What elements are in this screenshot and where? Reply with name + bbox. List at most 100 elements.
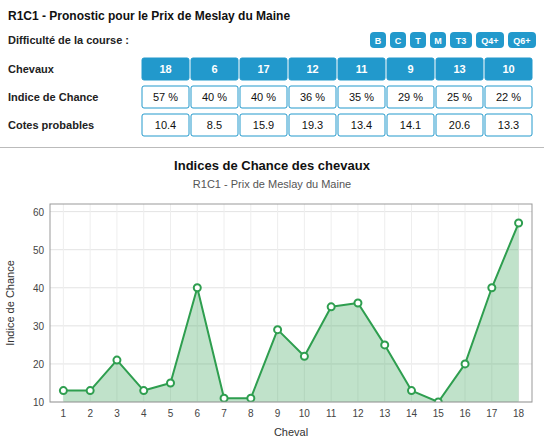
- badge-label: T3: [456, 36, 467, 46]
- background: [0, 0, 544, 448]
- point: [381, 341, 388, 348]
- cell-value: 6: [211, 63, 217, 75]
- y-tick-label: 20: [33, 359, 45, 370]
- table-cell: [289, 58, 336, 80]
- row-label: Indice de Chance: [8, 91, 98, 103]
- point: [167, 379, 174, 386]
- badge-label: M: [434, 36, 442, 46]
- badge: [508, 32, 536, 48]
- separator: [0, 147, 544, 148]
- grid-line: [250, 204, 251, 402]
- table-cell: [436, 58, 483, 80]
- cell-value: 17: [257, 63, 269, 75]
- x-tick-label: 17: [486, 408, 498, 419]
- x-tick-label: 8: [248, 408, 254, 419]
- cell-value: 29 %: [398, 91, 423, 103]
- badge: [430, 32, 446, 48]
- x-tick-label: 16: [459, 408, 471, 419]
- table-cell: [387, 58, 434, 80]
- cell-value: 40 %: [251, 91, 276, 103]
- cell-value: 8.5: [207, 119, 222, 131]
- chart-title: Indices de Chance des chevaux: [174, 158, 371, 173]
- cell-value: 11: [356, 63, 368, 75]
- point: [87, 387, 94, 394]
- table-cell: [142, 86, 189, 108]
- badge: [390, 32, 406, 48]
- cell-value: 14.1: [400, 119, 421, 131]
- grid-line: [50, 211, 532, 212]
- x-tick-label: 11: [326, 408, 337, 419]
- x-tick-label: 7: [221, 408, 227, 419]
- badge: [476, 32, 504, 48]
- table-cell: [387, 86, 434, 108]
- y-tick-label: 10: [33, 397, 45, 408]
- row-label: Cotes probables: [8, 119, 94, 131]
- cell-value: 13.4: [351, 119, 372, 131]
- line: [63, 223, 518, 402]
- table-cell: [142, 58, 189, 80]
- area-chart: Indices de Chance des chevaux R1C1 - Prix…: [4, 158, 532, 438]
- y-tick-label: 40: [33, 283, 45, 294]
- chart-subtitle: R1C1 - Prix de Meslay du Maine: [193, 178, 351, 190]
- y-tick-label: 30: [33, 321, 45, 332]
- grid-line: [50, 287, 532, 288]
- cell-value: 18: [159, 63, 171, 75]
- cell-value: 25 %: [447, 91, 472, 103]
- x-tick-label: 2: [87, 408, 93, 419]
- table-cell: [191, 58, 238, 80]
- badge-label: Q4+: [481, 36, 498, 46]
- x-tick-label: 15: [433, 408, 445, 419]
- x-tick-label: 1: [61, 408, 67, 419]
- grid-line: [50, 325, 532, 326]
- y-axis-label: Indice de Chance: [4, 260, 16, 346]
- point: [60, 387, 67, 394]
- table-cell: [289, 86, 336, 108]
- grid-line: [90, 204, 91, 402]
- table-cell: [485, 86, 532, 108]
- page: R1C1 - Pronostic pour le Prix de Meslay …: [0, 0, 544, 448]
- table-cell: [485, 58, 532, 80]
- grid-line: [438, 204, 439, 402]
- point: [140, 387, 147, 394]
- cell-value: 22 %: [496, 91, 521, 103]
- table-cell: [289, 114, 336, 136]
- x-axis-label: Cheval: [274, 426, 308, 438]
- grid-line: [224, 204, 225, 402]
- table-cell: [338, 114, 385, 136]
- point: [354, 300, 361, 307]
- table-cell: [485, 114, 532, 136]
- cell-value: 57 %: [153, 91, 178, 103]
- table-cell: [240, 86, 287, 108]
- grid-line: [411, 204, 412, 402]
- table-cell: [436, 86, 483, 108]
- x-tick-label: 13: [379, 408, 391, 419]
- table-cell: [436, 114, 483, 136]
- cell-value: 9: [407, 63, 413, 75]
- cell-value: 20.6: [449, 119, 470, 131]
- row-label: Chevaux: [8, 63, 55, 75]
- x-tick-label: 6: [194, 408, 200, 419]
- point: [515, 220, 522, 227]
- point: [247, 395, 254, 402]
- cell-value: 10: [502, 63, 514, 75]
- y-tick-label: 60: [33, 207, 45, 218]
- badge: [370, 32, 386, 48]
- cell-value: 40 %: [202, 91, 227, 103]
- badge-label: Q6+: [513, 36, 530, 46]
- table-cell: [142, 114, 189, 136]
- point: [221, 395, 228, 402]
- grid-line: [50, 249, 532, 250]
- title: R1C1 - Pronostic pour le Prix de Meslay …: [8, 9, 290, 23]
- info-panel: R1C1 - Pronostic pour le Prix de Meslay …: [0, 9, 544, 148]
- cell-value: 15.9: [253, 119, 274, 131]
- point: [194, 284, 201, 291]
- badge: [450, 32, 472, 48]
- area: [63, 223, 518, 402]
- table-cell: [338, 86, 385, 108]
- x-tick-label: 5: [168, 408, 174, 419]
- plot-frame: [50, 204, 532, 402]
- point: [301, 353, 308, 360]
- table-cell: [191, 114, 238, 136]
- cell-value: 13.3: [498, 119, 519, 131]
- point: [488, 284, 495, 291]
